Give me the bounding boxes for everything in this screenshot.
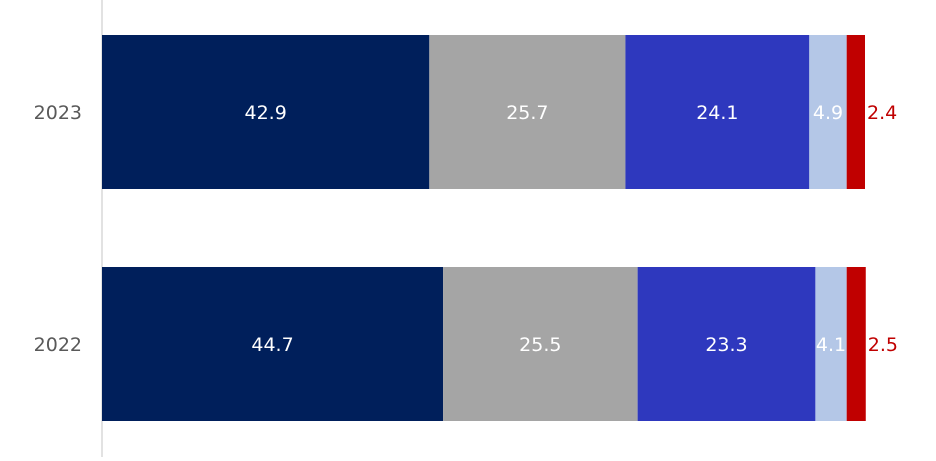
data-label-2022-1: 44.7 bbox=[251, 334, 293, 356]
bar-segment-2022-2 bbox=[443, 267, 638, 421]
category-label-2023: 2023 bbox=[34, 102, 82, 124]
bar-segment-2022-5 bbox=[846, 267, 866, 421]
labels-layer: 2023 42.9 25.7 24.1 4.9 2.4 2022 44.7 25.5 23.3 4.… bbox=[34, 102, 898, 356]
bar-segment-2022-3 bbox=[637, 267, 816, 421]
data-label-2022-3: 23.3 bbox=[705, 334, 747, 356]
data-label-2022-2: 25.5 bbox=[519, 334, 561, 356]
bar-segment-2022-1 bbox=[102, 267, 444, 421]
bar-segment-2023-2 bbox=[429, 35, 626, 189]
data-label-2023-2: 25.7 bbox=[506, 102, 548, 124]
category-label-2022: 2022 bbox=[34, 334, 82, 356]
bar-segment-2023-1 bbox=[102, 35, 430, 189]
bar-segment-2023-3 bbox=[625, 35, 810, 189]
data-label-2023-5: 2.4 bbox=[867, 102, 897, 124]
bar-segment-2023-5 bbox=[846, 35, 865, 189]
data-label-2023-4: 4.9 bbox=[813, 102, 843, 124]
bar-segment-2023-4 bbox=[809, 35, 847, 189]
data-label-2022-4: 4.1 bbox=[816, 334, 846, 356]
bar-segment-2022-4 bbox=[815, 267, 847, 421]
data-label-2022-5: 2.5 bbox=[868, 334, 898, 356]
bars-layer bbox=[102, 35, 866, 421]
data-label-2023-1: 42.9 bbox=[245, 102, 287, 124]
data-label-2023-3: 24.1 bbox=[696, 102, 738, 124]
